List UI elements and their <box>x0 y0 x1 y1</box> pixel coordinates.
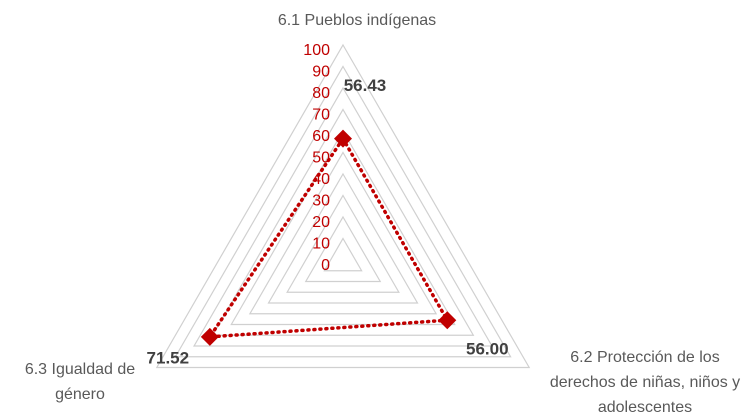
r-tick-label: 10 <box>312 236 330 253</box>
marker <box>438 311 457 330</box>
r-tick-label: 50 <box>312 150 330 167</box>
r-tick-label: 90 <box>312 64 330 81</box>
r-tick-label: 0 <box>321 257 330 274</box>
r-tick-label: 30 <box>312 193 330 210</box>
category-label: 6.1 Pueblos indígenas <box>277 12 437 29</box>
grid-ring <box>211 108 475 336</box>
marker <box>200 327 219 346</box>
grid-ring <box>155 43 531 369</box>
category-label: 6.3 Igualdad de género <box>24 361 136 403</box>
marker <box>334 129 352 148</box>
grid-ring <box>248 151 438 315</box>
data-label: 56.00 <box>466 340 509 359</box>
r-tick-label: 80 <box>312 85 330 102</box>
grid-ring <box>323 237 363 272</box>
series-line <box>206 135 451 339</box>
grid-ring <box>304 215 382 283</box>
r-tick-label: 100 <box>303 42 330 59</box>
r-tick-label: 60 <box>312 128 330 145</box>
category-label: 6.2 Protección de los derechos de niñas,… <box>549 349 741 416</box>
r-tick-label: 70 <box>312 107 330 124</box>
grid-ring <box>230 129 456 326</box>
grid-ring <box>174 65 512 358</box>
data-label: 71.52 <box>147 348 190 367</box>
grid-ring <box>193 86 493 347</box>
r-tick-label: 20 <box>312 214 330 231</box>
data-label: 56.43 <box>344 76 387 95</box>
grid-ring <box>267 172 419 304</box>
grid-ring <box>286 194 400 293</box>
